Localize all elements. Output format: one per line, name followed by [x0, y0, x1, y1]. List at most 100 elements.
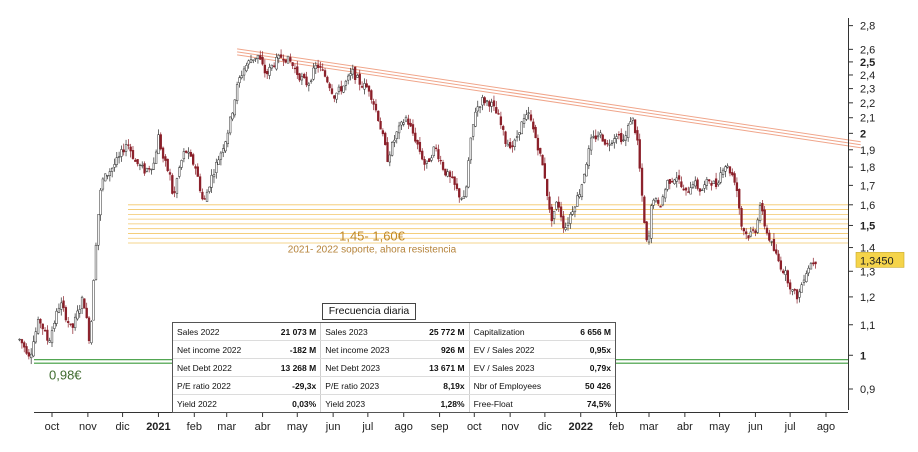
candle [370, 89, 373, 104]
resistance-trendline [237, 48, 861, 149]
candle [578, 189, 581, 199]
candle [148, 165, 151, 173]
candle [495, 101, 498, 114]
candle [268, 63, 271, 80]
candle [448, 170, 452, 184]
candle [434, 144, 438, 152]
table-value: 6 656 M [565, 323, 615, 341]
candle [645, 221, 648, 242]
candle [229, 116, 232, 136]
table-value: 1,28% [413, 394, 470, 412]
candle [428, 157, 431, 163]
x-tick-label: may [709, 421, 730, 433]
candle [194, 164, 197, 175]
x-tick-label: abr [255, 421, 271, 433]
candle [569, 212, 572, 229]
candle [661, 194, 665, 207]
candle [152, 157, 155, 170]
x-tick-label: mar [217, 421, 236, 433]
candle [490, 98, 493, 113]
candle [425, 160, 429, 169]
candle [175, 177, 179, 199]
x-tick-label: oct [467, 421, 482, 433]
candle [235, 81, 239, 105]
table-key: P/E ratio 2023 [320, 376, 414, 395]
candle [217, 155, 220, 166]
candle [791, 289, 794, 296]
y-tick-label: 2,4 [860, 70, 875, 82]
table-value: 0,95x [565, 340, 615, 359]
candle [50, 326, 54, 347]
candle [198, 173, 202, 193]
candle [291, 61, 294, 69]
candle [161, 146, 165, 163]
candle [55, 308, 58, 327]
candle [157, 129, 160, 155]
candle [476, 100, 479, 117]
candle [120, 145, 123, 162]
candle [384, 131, 387, 146]
candle [85, 302, 88, 319]
candle [441, 159, 445, 172]
candle [372, 98, 375, 111]
x-tick-label: dic [116, 421, 131, 433]
table-value: -29,3x [264, 376, 322, 395]
candle [733, 171, 736, 186]
candle [210, 169, 213, 194]
x-tick-label: jun [747, 421, 763, 433]
candle [222, 144, 225, 158]
candle [254, 58, 257, 62]
candle [83, 298, 86, 309]
candle [71, 323, 74, 334]
x-tick-label: ago [395, 421, 413, 433]
candle [566, 217, 570, 231]
last-price-value: 1,3450 [860, 255, 894, 267]
candle [710, 180, 713, 191]
candle [585, 162, 588, 177]
candle [502, 124, 505, 136]
table-value: 8,19x [413, 376, 470, 395]
candle [673, 178, 676, 185]
candle [506, 139, 509, 147]
candle [546, 178, 549, 201]
candle [624, 130, 627, 147]
candle [90, 320, 93, 345]
candle [312, 63, 315, 81]
candle [460, 197, 463, 201]
table-key: Sales 2022 [173, 323, 265, 341]
candle [101, 177, 105, 192]
y-tick-label: 2,5 [860, 57, 875, 69]
table-value: 13 671 M [413, 358, 470, 377]
candle [520, 121, 523, 135]
candle [541, 154, 544, 166]
candle [735, 177, 739, 198]
table-value: 0,79x [565, 358, 615, 377]
candle [731, 168, 734, 177]
x-tick-label: oct [45, 421, 60, 433]
candle [73, 313, 77, 331]
candle [92, 279, 95, 321]
candle [474, 107, 477, 128]
table-value: 50 426 [565, 376, 615, 395]
candle [34, 327, 37, 344]
candle [275, 53, 278, 71]
candle [201, 188, 204, 201]
candle [682, 184, 685, 191]
candle [596, 131, 600, 141]
candle [356, 73, 359, 78]
x-tick-label: ago [817, 421, 835, 433]
candle [714, 172, 718, 190]
candle [166, 158, 169, 173]
y-tick-label: 2,2 [860, 98, 875, 110]
candle [726, 163, 729, 169]
candle [36, 316, 40, 335]
candle [483, 96, 486, 106]
x-tick-label: jul [361, 421, 373, 433]
candle [525, 109, 528, 122]
candle [245, 62, 248, 73]
candle [353, 66, 357, 84]
candle [39, 318, 42, 329]
candle [788, 279, 792, 295]
candle [138, 163, 142, 171]
